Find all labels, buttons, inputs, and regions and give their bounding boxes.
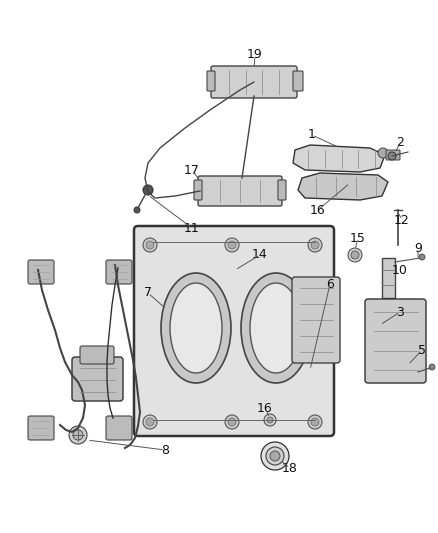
Ellipse shape	[170, 283, 222, 373]
FancyBboxPatch shape	[194, 180, 202, 200]
FancyBboxPatch shape	[207, 71, 215, 91]
Circle shape	[146, 241, 154, 249]
FancyBboxPatch shape	[386, 150, 400, 160]
FancyBboxPatch shape	[80, 346, 114, 364]
Circle shape	[270, 451, 280, 461]
Polygon shape	[293, 145, 385, 172]
Text: 2: 2	[396, 136, 404, 149]
FancyBboxPatch shape	[28, 416, 54, 440]
FancyBboxPatch shape	[292, 277, 340, 363]
Circle shape	[73, 430, 83, 440]
Circle shape	[267, 417, 273, 423]
FancyBboxPatch shape	[106, 416, 132, 440]
Circle shape	[228, 241, 236, 249]
FancyBboxPatch shape	[365, 299, 426, 383]
Circle shape	[308, 238, 322, 252]
FancyBboxPatch shape	[211, 66, 297, 98]
Circle shape	[378, 148, 388, 158]
Circle shape	[134, 207, 140, 213]
Circle shape	[311, 418, 319, 426]
FancyBboxPatch shape	[293, 71, 303, 91]
Text: 3: 3	[396, 305, 404, 319]
Text: 8: 8	[161, 443, 169, 456]
Ellipse shape	[161, 273, 231, 383]
FancyBboxPatch shape	[28, 260, 54, 284]
Text: 19: 19	[247, 49, 263, 61]
FancyBboxPatch shape	[106, 260, 132, 284]
Circle shape	[388, 152, 396, 160]
Text: 12: 12	[394, 214, 410, 227]
FancyBboxPatch shape	[278, 180, 286, 200]
Circle shape	[308, 415, 322, 429]
Text: 6: 6	[326, 278, 334, 290]
Text: 16: 16	[257, 401, 273, 415]
Text: 10: 10	[392, 263, 408, 277]
Text: 18: 18	[282, 462, 298, 474]
Circle shape	[311, 241, 319, 249]
Text: 14: 14	[252, 248, 268, 262]
Circle shape	[429, 364, 435, 370]
Text: 1: 1	[308, 128, 316, 141]
Circle shape	[351, 251, 359, 259]
Circle shape	[143, 238, 157, 252]
Polygon shape	[382, 258, 395, 298]
Polygon shape	[298, 173, 388, 200]
Circle shape	[261, 442, 289, 470]
Circle shape	[146, 418, 154, 426]
Circle shape	[266, 447, 284, 465]
Text: 7: 7	[144, 287, 152, 300]
Ellipse shape	[241, 273, 311, 383]
Text: 9: 9	[414, 241, 422, 254]
Circle shape	[419, 254, 425, 260]
FancyBboxPatch shape	[198, 176, 282, 206]
FancyBboxPatch shape	[72, 357, 123, 401]
FancyBboxPatch shape	[134, 226, 334, 436]
Circle shape	[228, 418, 236, 426]
Text: 16: 16	[310, 204, 326, 216]
Circle shape	[69, 426, 87, 444]
Text: 5: 5	[418, 343, 426, 357]
Text: 17: 17	[184, 164, 200, 176]
Text: 15: 15	[350, 231, 366, 245]
Circle shape	[143, 415, 157, 429]
Circle shape	[348, 248, 362, 262]
Circle shape	[264, 414, 276, 426]
Ellipse shape	[250, 283, 302, 373]
Circle shape	[143, 185, 153, 195]
Text: 11: 11	[184, 222, 200, 235]
Circle shape	[225, 238, 239, 252]
Circle shape	[225, 415, 239, 429]
